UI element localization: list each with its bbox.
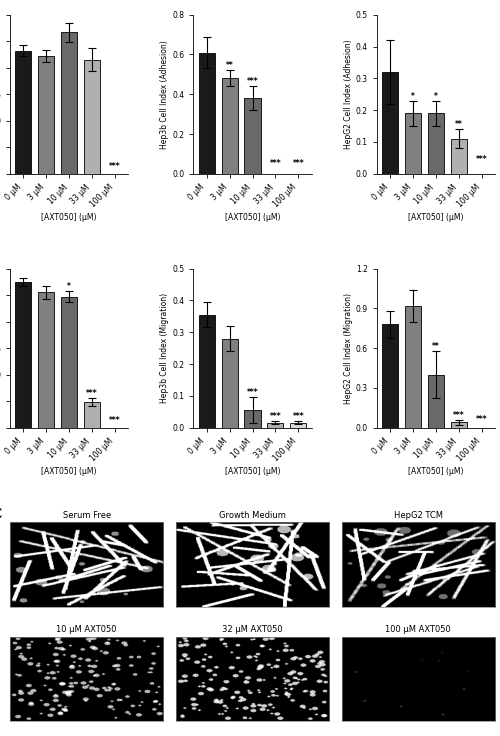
Bar (38, 56, 54, 174)
Bar (84, 402, 100, 428)
Bar (450, 422, 466, 428)
Bar (405, 113, 421, 174)
Bar (16, 51, 32, 174)
Text: ***: *** (86, 389, 98, 398)
Title: 100 μM AXT050: 100 μM AXT050 (386, 626, 451, 634)
Bar (61, 32, 77, 174)
Bar (382, 325, 398, 428)
Y-axis label: Hep3b Cell Index (Migration): Hep3b Cell Index (Migration) (160, 293, 170, 403)
Bar (222, 339, 238, 428)
Title: 32 μM AXT050: 32 μM AXT050 (222, 626, 283, 634)
Y-axis label: Hep3b Cell Index (Adhesion): Hep3b Cell Index (Adhesion) (160, 40, 170, 149)
Bar (428, 375, 444, 428)
Title: 10 μM AXT050: 10 μM AXT050 (56, 626, 117, 634)
Text: ***: *** (109, 162, 120, 171)
Bar (84, 60, 100, 174)
Bar (198, 315, 214, 428)
Text: ***: *** (292, 159, 304, 168)
Title: HepG2 TCM: HepG2 TCM (394, 512, 443, 520)
Text: *: * (67, 283, 71, 291)
X-axis label: [AXT050] (μM): [AXT050] (μM) (408, 467, 464, 476)
Bar (222, 78, 238, 174)
Text: ***: *** (270, 159, 281, 168)
X-axis label: [AXT050] (μM): [AXT050] (μM) (42, 467, 97, 476)
Text: *: * (434, 91, 438, 101)
Bar (405, 305, 421, 428)
Bar (61, 297, 77, 428)
Text: ***: *** (292, 412, 304, 421)
Title: Growth Medium: Growth Medium (219, 512, 286, 520)
Bar (290, 423, 306, 428)
Bar (382, 72, 398, 174)
Bar (38, 292, 54, 428)
X-axis label: [AXT050] (μM): [AXT050] (μM) (225, 213, 280, 222)
Bar (198, 52, 214, 174)
X-axis label: [AXT050] (μM): [AXT050] (μM) (42, 213, 97, 222)
Text: **: ** (226, 61, 234, 71)
Bar (244, 98, 260, 174)
Bar (244, 410, 260, 428)
Bar (428, 113, 444, 174)
Text: ***: *** (476, 155, 488, 164)
Text: ***: *** (453, 411, 464, 420)
Text: ***: *** (246, 389, 258, 397)
Text: **: ** (432, 342, 440, 351)
Y-axis label: HepG2 Cell Index (Migration): HepG2 Cell Index (Migration) (344, 293, 353, 403)
Y-axis label: HepG2 Cell Index (Adhesion): HepG2 Cell Index (Adhesion) (344, 40, 353, 149)
Text: ***: *** (246, 77, 258, 86)
X-axis label: [AXT050] (μM): [AXT050] (μM) (408, 213, 464, 222)
X-axis label: [AXT050] (μM): [AXT050] (μM) (225, 467, 280, 476)
Bar (16, 282, 32, 428)
Text: ***: *** (109, 416, 120, 425)
Text: C: C (0, 507, 2, 521)
Text: **: ** (455, 120, 462, 130)
Text: *: * (411, 91, 415, 101)
Text: ***: *** (476, 414, 488, 424)
Title: Serum Free: Serum Free (62, 512, 111, 520)
Bar (268, 423, 283, 428)
Text: ***: *** (270, 412, 281, 421)
Bar (450, 139, 466, 174)
